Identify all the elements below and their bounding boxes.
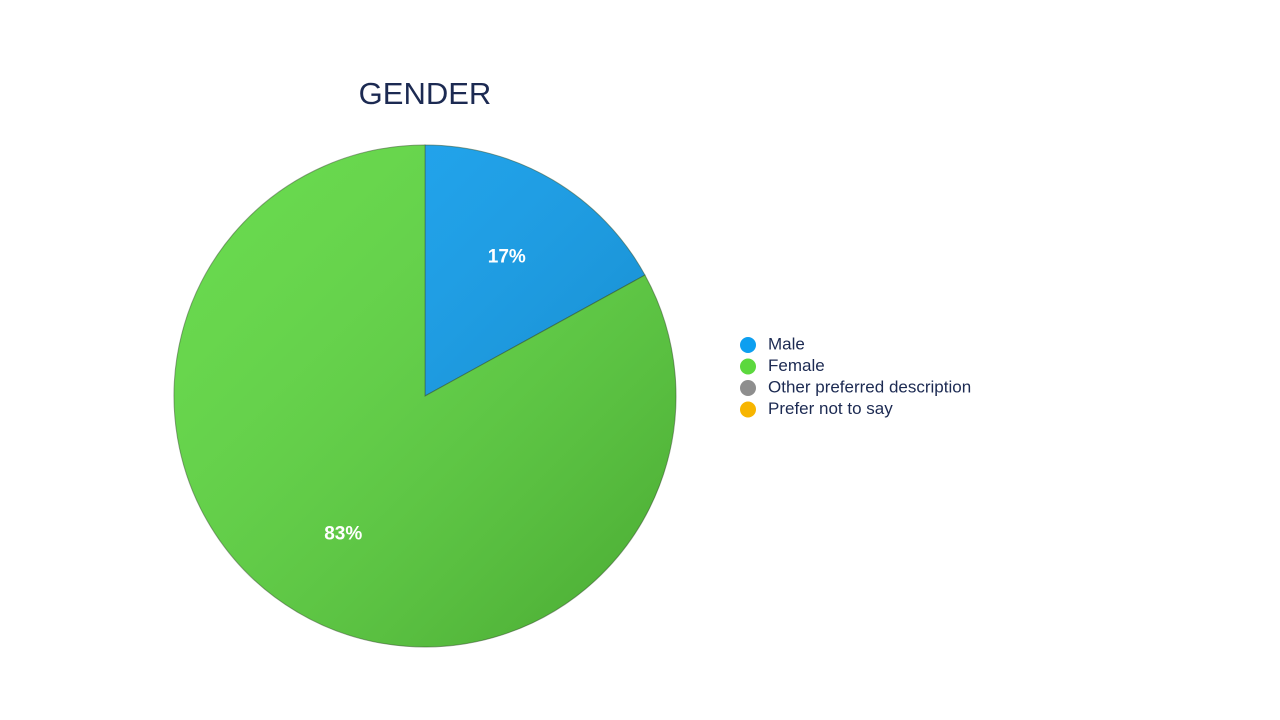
legend-swatch	[740, 401, 756, 418]
slice-labels: 17% 83%	[324, 247, 526, 545]
legend-label: Other preferred description	[768, 377, 971, 396]
legend-swatch	[740, 358, 756, 375]
legend-label: Male	[768, 334, 805, 353]
legend: Male Female Other preferred description Pre…	[740, 334, 971, 418]
slice-label: 17%	[488, 247, 526, 268]
legend-swatch	[740, 380, 756, 396]
slice-label: 83%	[324, 523, 362, 544]
legend-label: Prefer not to say	[768, 399, 893, 418]
legend-label: Female	[768, 356, 825, 375]
legend-swatch	[740, 337, 756, 353]
chart-title: GENDER	[359, 76, 492, 111]
pie	[173, 144, 677, 648]
